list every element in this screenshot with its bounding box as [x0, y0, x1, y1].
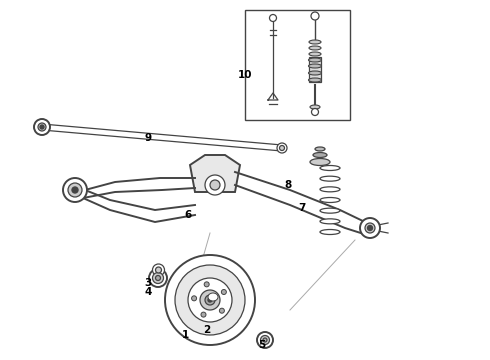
Ellipse shape — [320, 230, 340, 234]
Circle shape — [152, 273, 164, 284]
Circle shape — [63, 178, 87, 202]
Circle shape — [175, 265, 245, 335]
Circle shape — [149, 269, 167, 287]
Ellipse shape — [320, 176, 340, 181]
Circle shape — [261, 336, 270, 345]
Ellipse shape — [309, 64, 321, 68]
Circle shape — [263, 338, 267, 342]
Bar — [309, 57, 321, 82]
Circle shape — [221, 289, 226, 294]
Ellipse shape — [309, 78, 321, 82]
Ellipse shape — [320, 208, 340, 213]
Circle shape — [38, 123, 46, 131]
Circle shape — [279, 145, 285, 150]
Circle shape — [192, 296, 196, 301]
Circle shape — [155, 267, 162, 273]
Circle shape — [40, 125, 44, 129]
Ellipse shape — [309, 58, 321, 62]
Circle shape — [270, 14, 276, 22]
Circle shape — [34, 119, 50, 135]
Text: 7: 7 — [298, 203, 306, 213]
Ellipse shape — [208, 293, 218, 301]
Circle shape — [220, 308, 224, 313]
Ellipse shape — [310, 105, 320, 109]
Circle shape — [200, 290, 220, 310]
Circle shape — [204, 282, 209, 287]
Text: 4: 4 — [145, 287, 152, 297]
Ellipse shape — [320, 219, 340, 224]
Text: 9: 9 — [145, 133, 151, 143]
Polygon shape — [190, 155, 240, 192]
Ellipse shape — [313, 153, 327, 158]
Bar — [245, 10, 350, 120]
Circle shape — [368, 225, 372, 230]
Ellipse shape — [320, 198, 340, 202]
Circle shape — [188, 278, 232, 322]
Ellipse shape — [309, 52, 321, 56]
Text: 3: 3 — [145, 278, 151, 288]
Ellipse shape — [309, 71, 321, 75]
Circle shape — [201, 312, 206, 317]
Ellipse shape — [309, 40, 321, 44]
Text: 2: 2 — [203, 325, 211, 335]
Circle shape — [208, 298, 212, 302]
Circle shape — [210, 180, 220, 190]
Circle shape — [205, 175, 225, 195]
Text: 5: 5 — [258, 340, 266, 350]
Ellipse shape — [320, 166, 340, 171]
Text: 1: 1 — [181, 330, 189, 340]
Circle shape — [277, 143, 287, 153]
Circle shape — [365, 223, 375, 233]
Ellipse shape — [315, 147, 325, 151]
Circle shape — [311, 12, 319, 20]
Text: 8: 8 — [284, 180, 292, 190]
Circle shape — [68, 183, 82, 197]
Text: 10: 10 — [238, 70, 252, 80]
Circle shape — [152, 264, 165, 276]
Circle shape — [205, 295, 215, 305]
Circle shape — [155, 275, 161, 280]
Ellipse shape — [310, 158, 330, 166]
Ellipse shape — [320, 187, 340, 192]
Text: 6: 6 — [184, 210, 192, 220]
Circle shape — [72, 187, 78, 193]
Ellipse shape — [309, 46, 321, 50]
Circle shape — [312, 108, 318, 116]
Circle shape — [257, 332, 273, 348]
Circle shape — [360, 218, 380, 238]
Circle shape — [165, 255, 255, 345]
